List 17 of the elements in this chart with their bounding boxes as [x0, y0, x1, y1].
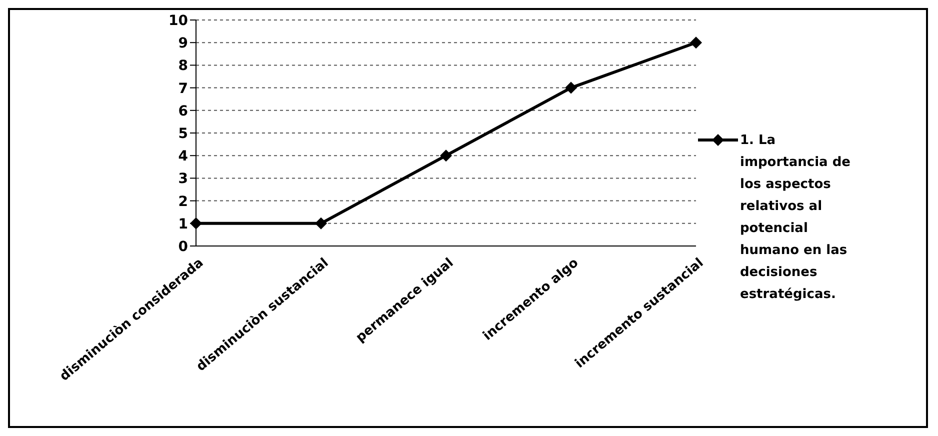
- y-tick-label: 1: [178, 216, 188, 232]
- point: [690, 36, 702, 49]
- y-tick-label: 8: [178, 58, 188, 74]
- y-tick-label: 2: [178, 194, 188, 210]
- y-tick-label: 4: [178, 148, 188, 165]
- y-tick-label: 3: [178, 171, 188, 188]
- y-tick-label: 5: [178, 126, 188, 142]
- y-tick-label: 10: [168, 12, 188, 29]
- point: [315, 217, 327, 230]
- y-tick-label: 0: [178, 238, 188, 255]
- y-tick-label: 6: [178, 103, 188, 120]
- point: [565, 82, 577, 94]
- y-tick-label: 9: [178, 36, 188, 52]
- point: [190, 217, 202, 230]
- point: [440, 150, 452, 162]
- y-tick-label: 7: [178, 80, 188, 97]
- legend-label: 1. La importancia de los aspectos relativos al potencial humano en las decisiones estratégicas.: [740, 132, 852, 304]
